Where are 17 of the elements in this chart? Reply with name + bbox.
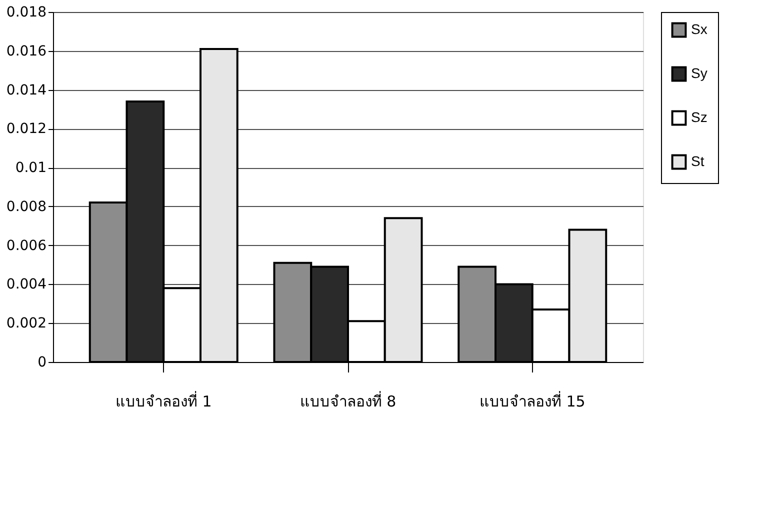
x-tick-label: แบบจำลองที่ 8 xyxy=(300,390,396,410)
legend-label: Sx xyxy=(691,21,708,37)
legend-label: Sy xyxy=(691,65,708,81)
y-tick-label: 0.01 xyxy=(15,160,46,176)
y-tick-label: 0 xyxy=(38,354,46,370)
legend-label: Sz xyxy=(691,109,708,125)
y-tick-label: 0.018 xyxy=(6,4,46,20)
legend-label: St xyxy=(691,153,704,169)
x-tick-label: แบบจำลองที่ 1 xyxy=(115,390,212,410)
x-tick-label: แบบจำลองที่ 15 xyxy=(479,390,586,410)
y-tick-label: 0.002 xyxy=(6,316,46,332)
y-tick-label: 0.008 xyxy=(6,198,46,215)
y-tick-label: 0.012 xyxy=(6,121,46,138)
y-tick-label: 0.004 xyxy=(6,276,47,293)
y-tick-label: 0.016 xyxy=(6,43,47,60)
y-tick-label: 0.006 xyxy=(6,238,47,254)
y-tick-label: 0.014 xyxy=(6,82,47,98)
